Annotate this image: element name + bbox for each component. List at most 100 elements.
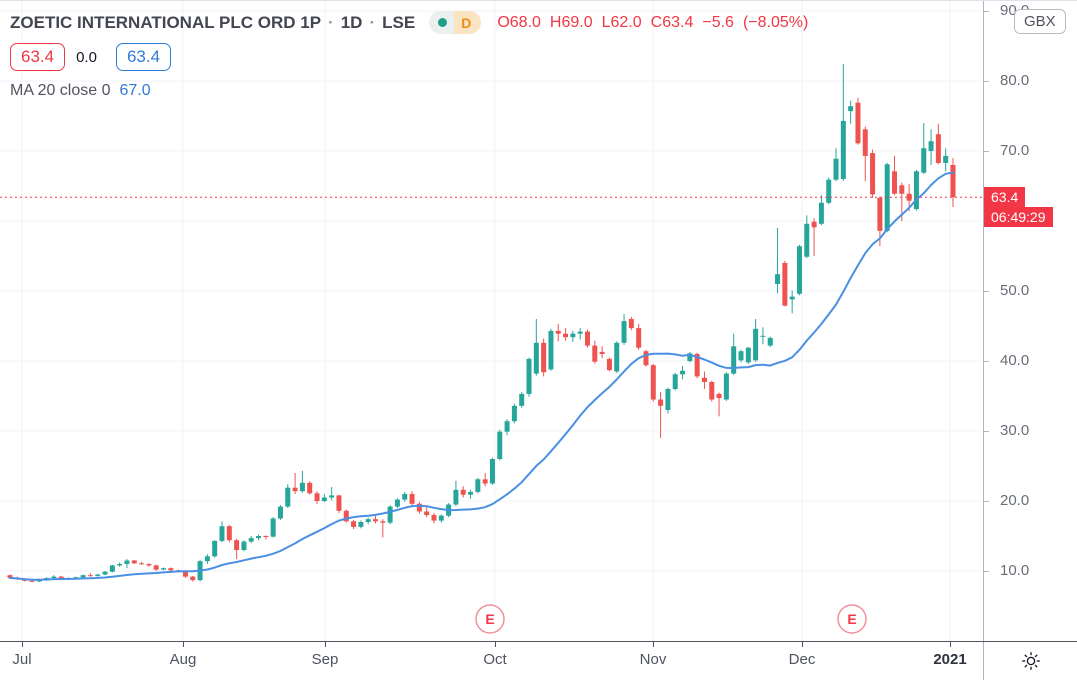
candle-body <box>182 571 188 577</box>
candle-body <box>475 479 481 492</box>
earnings-marker[interactable]: E <box>475 604 505 634</box>
candle-body <box>263 536 269 538</box>
candle-body <box>343 510 349 522</box>
candle-body <box>701 377 707 383</box>
candle-body <box>387 506 393 523</box>
price-axis[interactable]: 90.080.070.050.040.030.020.010.0 63.4 06… <box>983 1 1077 641</box>
candle-body <box>628 319 634 329</box>
ohlc-values: O68.0 H69.0 L62.0 C63.4 −5.6 (−8.05%) <box>497 14 808 32</box>
candle-body <box>913 171 919 210</box>
sun-icon <box>1021 652 1040 670</box>
candle-body <box>921 148 927 173</box>
price-tick <box>984 501 989 502</box>
candle-body <box>840 120 846 180</box>
time-tick-label: Dec <box>788 651 816 668</box>
price-tick-label: 10.0 <box>1000 562 1030 579</box>
candle-body <box>658 399 664 406</box>
separator-dot: · <box>369 12 376 32</box>
exchange-label[interactable]: LSE <box>382 12 416 32</box>
price-tick-label: 20.0 <box>1000 492 1030 509</box>
sell-button[interactable]: 63.4 <box>10 43 66 71</box>
time-tick <box>183 642 184 647</box>
candle-body <box>321 497 327 502</box>
theme-toggle-button[interactable] <box>984 642 1077 680</box>
candle-body <box>292 487 298 492</box>
candle-body <box>482 479 488 484</box>
candle-body <box>687 353 693 362</box>
candle-body <box>592 345 598 362</box>
time-tick-label: Aug <box>169 651 197 668</box>
change-value: −5.6 <box>702 13 734 31</box>
candle-body <box>204 556 210 562</box>
last-price-tag: 63.4 <box>984 187 1026 207</box>
market-status-badge[interactable]: D <box>429 11 482 34</box>
time-tick <box>950 642 951 647</box>
candle-body <box>314 493 320 502</box>
time-tick-label: Nov <box>639 651 667 668</box>
candle-body <box>811 221 817 228</box>
candle-body <box>848 106 854 112</box>
candle-body <box>672 374 678 390</box>
candle-body <box>833 158 839 180</box>
time-tick <box>22 642 23 647</box>
buy-button[interactable]: 63.4 <box>115 43 172 71</box>
candle-body <box>468 491 474 495</box>
spread-value: 0.0 <box>76 48 97 66</box>
candle-body <box>36 580 42 582</box>
candle-body <box>526 358 532 394</box>
candle-body <box>168 568 174 571</box>
symbol-title[interactable]: ZOETIC INTERNATIONAL PLC ORD 1P <box>10 12 322 32</box>
time-axis[interactable]: Jul Aug Sep Oct Nov Dec 2021 <box>0 641 1077 680</box>
candle-body <box>117 564 123 566</box>
candle-body <box>818 202 824 224</box>
candle-body <box>533 342 539 374</box>
candle-body <box>365 519 371 523</box>
candle-body <box>329 495 335 498</box>
candle-body <box>775 274 781 285</box>
candle-body <box>409 494 415 504</box>
candle-body <box>219 526 225 541</box>
candle-body <box>504 421 510 432</box>
candle-body <box>789 296 795 300</box>
time-tick-label: Sep <box>311 651 339 668</box>
candle-body <box>212 540 218 557</box>
ma-indicator-row[interactable]: MA 20 close 0 67.0 <box>10 82 151 100</box>
candle-body <box>256 536 262 539</box>
price-tick <box>984 151 989 152</box>
time-tick-label: 2021 <box>933 651 967 668</box>
candle-body <box>190 576 196 581</box>
ma-label: MA 20 close 0 <box>10 82 111 99</box>
price-tick-label: 40.0 <box>1000 352 1030 369</box>
candle-body <box>241 541 247 551</box>
candle-body <box>58 576 64 579</box>
candle-body <box>416 503 422 512</box>
candle-body <box>248 538 254 542</box>
earnings-marker[interactable]: E <box>837 604 867 634</box>
candle-body <box>87 575 93 577</box>
candle-body <box>351 521 357 527</box>
currency-unit-button[interactable]: GBX <box>1014 9 1066 34</box>
candle-body <box>394 499 400 507</box>
candle-body <box>373 519 378 522</box>
ma-value: 67.0 <box>119 82 151 99</box>
price-tick-label: 70.0 <box>1000 142 1030 159</box>
candle-body <box>709 382 715 400</box>
time-tick <box>653 642 654 647</box>
candle-body <box>460 489 466 495</box>
interval-label[interactable]: 1D <box>340 12 363 32</box>
candle-body <box>636 328 642 348</box>
symbol-legend-row: ZOETIC INTERNATIONAL PLC ORD 1P · 1D · L… <box>10 11 808 34</box>
candle-body <box>738 351 744 361</box>
candle-body <box>234 540 240 551</box>
svg-text:E: E <box>485 611 494 627</box>
candle-body <box>7 575 13 579</box>
close-value: C63.4 <box>650 13 694 31</box>
candle-body <box>80 575 86 578</box>
candle-body <box>862 129 868 156</box>
candle-body <box>541 342 547 373</box>
candle-body <box>906 193 912 201</box>
candle-body <box>95 574 101 576</box>
time-tick-label: Jul <box>12 651 32 668</box>
